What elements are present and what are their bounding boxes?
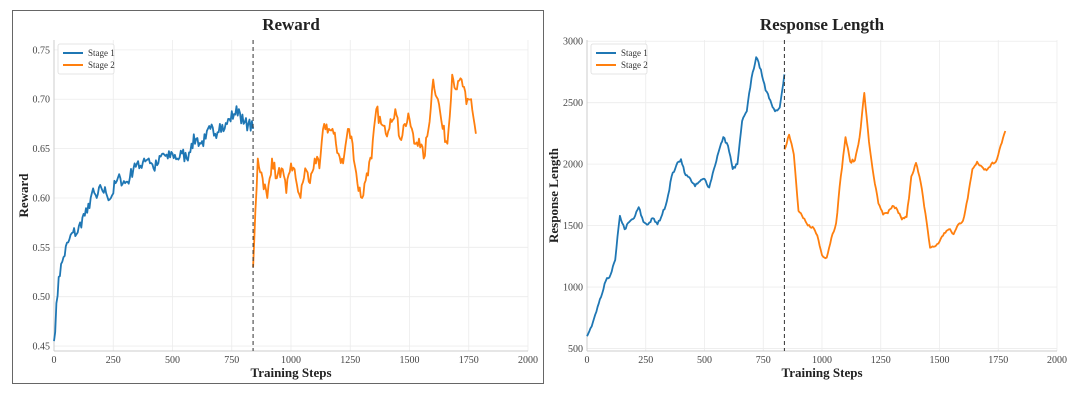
y-tick-label: 3000 [563, 37, 583, 48]
y-tick-label: 0.55 [33, 243, 51, 254]
x-tick-label: 500 [165, 355, 180, 366]
x-tick-label: 500 [697, 355, 712, 366]
x-tick-label: 250 [106, 355, 121, 366]
x-tick-label: 1500 [400, 355, 420, 366]
x-axis-label: Training Steps [781, 365, 862, 380]
chart-title: Reward [262, 15, 320, 34]
y-tick-label: 2000 [563, 160, 583, 171]
y-tick-label: 1000 [563, 283, 583, 294]
y-tick-label: 0.75 [33, 45, 51, 56]
x-tick-label: 1250 [871, 355, 891, 366]
reward-chart: 0 250 500 750 1000 1250 1500 1750 2000 0.45 0.50 0.… [16, 15, 538, 380]
chart-title: Response Length [760, 15, 885, 34]
legend-label: Stage 1 [88, 48, 115, 58]
y-tick-label: 1500 [563, 221, 583, 232]
length-chart: 0 250 500 750 1000 1250 1500 1750 2000 500 1000 150… [546, 15, 1067, 380]
x-tick-label: 2000 [518, 355, 538, 366]
legend-label: Stage 2 [621, 60, 648, 70]
legend-label: Stage 1 [621, 48, 648, 58]
series-line-stage-1 [586, 56, 786, 337]
x-tick-label: 1500 [930, 355, 950, 366]
y-tick-label: 0.70 [33, 95, 51, 106]
x-tick-label: 250 [638, 355, 653, 366]
x-tick-label: 0 [52, 355, 57, 366]
series-line-stage-2 [783, 92, 1007, 260]
y-tick-label: 2500 [563, 98, 583, 109]
y-tick-label: 0.60 [33, 193, 51, 204]
y-axis-label: Response Length [546, 147, 561, 243]
x-tick-label: 1750 [988, 355, 1008, 366]
x-tick-label: 750 [224, 355, 239, 366]
x-axis-label: Training Steps [250, 365, 331, 380]
x-tick-label: 1750 [459, 355, 479, 366]
x-tick-label: 1000 [281, 355, 301, 366]
legend-box [590, 43, 648, 75]
x-tick-label: 2000 [1047, 355, 1067, 366]
x-tick-label: 750 [756, 355, 771, 366]
y-tick-label: 0.65 [33, 144, 51, 155]
y-tick-label: 0.45 [33, 342, 51, 353]
x-tick-label: 1000 [812, 355, 832, 366]
series-line-stage-2 [252, 73, 477, 268]
legend-label: Stage 2 [88, 60, 115, 70]
x-tick-label: 1250 [340, 355, 360, 366]
legend-box [57, 43, 115, 75]
y-axis-label: Reward [16, 173, 31, 218]
y-tick-label: 500 [568, 344, 583, 355]
series-line-stage-1 [53, 105, 254, 342]
y-tick-label: 0.50 [33, 292, 51, 303]
x-tick-label: 0 [585, 355, 590, 366]
reward-chart-frame [12, 10, 544, 384]
